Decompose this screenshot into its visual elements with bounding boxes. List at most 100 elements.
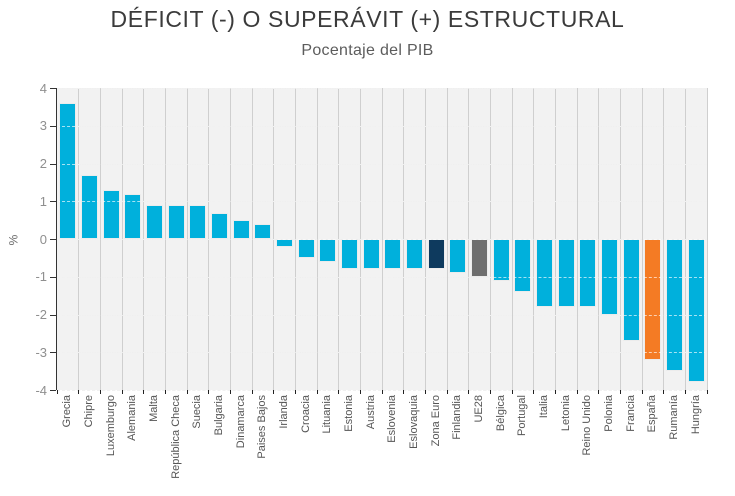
bar-paises-bajos[interactable] xyxy=(254,223,272,239)
x-tick xyxy=(403,390,405,394)
bar-francia[interactable] xyxy=(622,239,640,341)
bar-zona-euro[interactable] xyxy=(427,239,445,270)
x-label-francia: Francia xyxy=(624,395,637,432)
x-label-italia: Italia xyxy=(538,395,550,419)
x-tick xyxy=(641,390,643,394)
gridline-overlay-1 xyxy=(57,201,707,203)
bar-irlanda[interactable] xyxy=(276,239,293,247)
y-tick-label-3: 3 xyxy=(39,118,47,134)
x-label-lituania: Lituania xyxy=(321,395,334,434)
bar-hungria[interactable] xyxy=(687,239,705,383)
x-label-grecia: Grecia xyxy=(61,395,74,428)
gridline-overlay--2 xyxy=(57,314,707,316)
gridline-overlay-2 xyxy=(57,163,707,165)
bar-luxemburgo[interactable] xyxy=(102,189,120,239)
x-label-espana: España xyxy=(646,395,659,433)
bar-eslovaquia[interactable] xyxy=(406,239,423,270)
x-label-austria: Austria xyxy=(364,395,377,430)
x-label-dinamarca: Dinamarca xyxy=(234,395,247,449)
y-tick-label--3: -3 xyxy=(35,344,47,360)
y-tick-1 xyxy=(50,201,56,203)
y-tick-2 xyxy=(50,163,56,165)
bar-chipre[interactable] xyxy=(81,174,98,239)
bar-austria[interactable] xyxy=(362,239,380,270)
bar-republica-checa[interactable] xyxy=(167,205,185,239)
x-tick xyxy=(576,390,578,394)
x-tick xyxy=(273,390,275,394)
bar-malta[interactable] xyxy=(146,205,163,239)
x-tick xyxy=(56,390,58,394)
x-tick xyxy=(533,390,535,394)
x-tick xyxy=(663,390,665,394)
x-tick xyxy=(78,390,80,394)
x-tick xyxy=(316,390,318,394)
bar-croacia[interactable] xyxy=(297,239,315,258)
x-label-alemania: Alemania xyxy=(126,395,139,441)
gridline-overlay--1 xyxy=(57,276,707,278)
x-label-paises-bajos: Paises Bajos xyxy=(256,395,269,459)
x-tick xyxy=(359,390,361,394)
y-tick--4 xyxy=(50,390,56,391)
x-label-malta: Malta xyxy=(148,395,160,422)
x-label-suecia: Suecia xyxy=(191,395,204,429)
bar-belgica[interactable] xyxy=(492,239,510,281)
x-tick xyxy=(338,390,340,394)
y-tick-3 xyxy=(50,125,56,127)
bar-suecia[interactable] xyxy=(189,205,207,239)
x-label-ue28: UE28 xyxy=(473,395,485,423)
gridline-overlay-3 xyxy=(57,125,707,127)
x-label-estonia: Estonia xyxy=(343,395,355,432)
x-label-rumania: Rumanía xyxy=(668,395,680,440)
x-tick xyxy=(468,390,470,394)
x-tick xyxy=(143,390,145,394)
y-tick-label--4: -4 xyxy=(35,382,47,398)
x-label-hungria: Hungría xyxy=(689,395,702,435)
bar-grecia[interactable] xyxy=(59,103,77,239)
x-tick xyxy=(511,390,513,394)
bar-portugal[interactable] xyxy=(514,239,532,292)
x-tick xyxy=(251,390,253,394)
bar-alemania[interactable] xyxy=(124,193,142,239)
x-label-belgica: Bélgica xyxy=(494,395,507,432)
x-label-bulgaria: Bulgaria xyxy=(213,395,225,436)
bar-finlandia[interactable] xyxy=(449,239,467,273)
x-label-polonia: Polonia xyxy=(603,395,615,432)
y-tick-4 xyxy=(50,88,56,89)
x-label-zona-euro: Zona Euro xyxy=(429,395,442,447)
x-tick xyxy=(186,390,188,394)
y-tick-label-4: 4 xyxy=(39,80,47,96)
y-tick-label-2: 2 xyxy=(39,156,47,171)
x-tick xyxy=(598,390,600,394)
x-tick xyxy=(684,390,686,394)
bar-reino-unido[interactable] xyxy=(579,239,597,307)
x-label-eslovaquia: Eslovaquia xyxy=(408,395,420,449)
y-tick--1 xyxy=(50,276,56,278)
bar-eslovenia[interactable] xyxy=(384,239,402,270)
y-tick-label--2: -2 xyxy=(35,307,47,322)
bar-bulgaria[interactable] xyxy=(211,212,228,239)
bar-letonia[interactable] xyxy=(557,239,575,307)
x-tick xyxy=(294,390,296,394)
y-tick-label-0: 0 xyxy=(39,231,47,247)
x-tick xyxy=(208,390,210,394)
y-tick--3 xyxy=(50,352,56,354)
x-tick xyxy=(424,390,426,394)
x-tick xyxy=(446,390,448,394)
x-label-croacia: Croacia xyxy=(299,395,312,433)
bar-dinamarca[interactable] xyxy=(232,220,250,239)
bar-espana[interactable] xyxy=(644,239,662,360)
bar-ue28[interactable] xyxy=(471,239,488,277)
x-tick xyxy=(554,390,556,394)
chart-subtitle: Pocentaje del PIB xyxy=(301,42,434,59)
x-label-finlandia: Finlandia xyxy=(451,395,464,440)
x-tick xyxy=(99,390,101,394)
x-label-chipre: Chipre xyxy=(83,395,95,428)
y-tick-label--1: -1 xyxy=(35,269,47,285)
bar-lituania[interactable] xyxy=(319,239,337,262)
x-label-republica-checa: República Checa xyxy=(169,395,182,479)
bar-italia[interactable] xyxy=(536,239,553,307)
x-label-reino-unido: Reino Unido xyxy=(581,395,594,456)
bar-estonia[interactable] xyxy=(341,239,358,270)
x-tick xyxy=(164,390,166,394)
